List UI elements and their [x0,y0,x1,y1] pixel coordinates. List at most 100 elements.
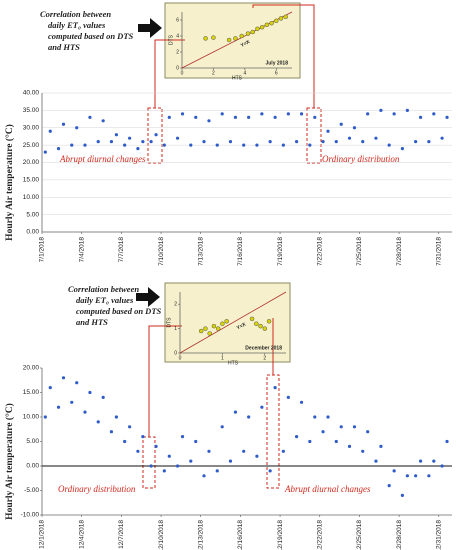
y-tick-label: -5.00 [24,487,39,494]
data-point [83,143,87,147]
x-tick-label: 12/4/2018 [78,520,85,549]
data-point [445,439,449,444]
data-point [128,136,132,140]
data-point [400,147,405,151]
data-point [61,376,66,380]
connector [252,4,315,108]
inset-point [211,35,216,40]
data-point [440,464,444,468]
data-point [361,449,365,453]
y-tick-label: 20.00 [23,159,40,166]
callout-text: daily ET₀ values [76,295,134,305]
y-tick-label: 40.00 [23,90,40,97]
data-point [273,115,277,119]
data-point [260,112,264,116]
inset-point [215,326,221,331]
y-tick-label: 0 [174,350,177,356]
data-point [432,112,436,116]
data-point [189,143,193,147]
inset-point [224,319,229,324]
data-point [154,133,158,137]
data-point [202,474,206,478]
data-point [56,147,61,151]
x-axis-label: HTS [228,360,239,366]
data-point [202,140,206,144]
data-point [43,415,47,419]
data-point [123,143,127,147]
data-point [321,140,325,144]
data-point [233,410,238,414]
data-point [154,444,158,448]
connector [154,39,185,108]
data-point [207,119,211,123]
inset-point [254,321,259,326]
x-tick-label: 12/22/2018 [316,520,323,550]
inset-point [262,326,268,331]
y-tick-label: 0 [176,65,179,71]
callout-text: Correlation between [68,284,139,294]
data-point [299,112,304,116]
inset-point [269,20,274,26]
y-tick-label: 0.00 [26,463,39,470]
callout-text: computed based on DTS [76,306,162,316]
data-point [281,143,285,147]
y-tick-label: 25.00 [23,142,40,149]
inset-point [245,31,251,36]
x-tick-label: 0 [179,355,182,361]
data-point [387,143,391,147]
data-point [392,469,396,473]
data-point [96,420,100,424]
data-point [308,439,312,444]
data-point [180,435,185,439]
data-point [180,112,185,116]
data-point [220,425,224,429]
data-point [141,140,145,144]
data-point [149,464,153,468]
data-point [339,425,343,429]
callout-text: and HTS [76,317,108,327]
inset-point [264,22,270,28]
y-tick-label: 0.00 [26,229,39,236]
y-tick-label: 10.00 [23,414,40,421]
data-point [334,439,338,444]
data-point [414,474,418,478]
data-point [215,143,219,147]
x-tick-label: 7/16/2018 [237,237,244,266]
data-point [339,122,343,126]
highlight-box [142,436,156,489]
data-point [418,115,423,119]
x-tick-label: 7/25/2018 [356,237,363,266]
inset-point [233,36,238,41]
data-point [374,459,378,463]
data-point [326,415,330,419]
data-point [114,133,118,137]
data-point [432,459,436,463]
period-label: December 2018 [245,345,282,351]
annotation: Ordinary distribution [322,154,400,164]
x-tick-label: 2 [263,355,266,361]
annotation: Abrupt diurnal changes [59,154,146,164]
y-tick-label: 30.00 [23,124,40,131]
x-tick-label: 12/31/2018 [435,520,442,550]
y-tick-label: 6 [176,17,179,23]
identity-label: Y=X [236,321,248,331]
inset-point [198,328,204,334]
data-point [321,430,325,434]
data-point [101,395,105,399]
y-axis-label: Hourly Air temperature (°C) [4,124,15,241]
data-point [379,108,383,112]
callout-text: daily ET₀ values [48,20,106,30]
inset-point [250,29,255,35]
data-point [400,493,405,497]
data-point [374,136,378,140]
data-point [281,449,285,453]
data-point [352,425,357,429]
x-tick-label: 12/16/2018 [237,520,244,550]
data-point [418,459,423,463]
x-tick-label: 7/10/2018 [158,237,165,266]
data-point [88,390,92,395]
y-tick-label: 2 [174,302,177,308]
data-point [260,405,264,409]
data-point [70,143,74,147]
